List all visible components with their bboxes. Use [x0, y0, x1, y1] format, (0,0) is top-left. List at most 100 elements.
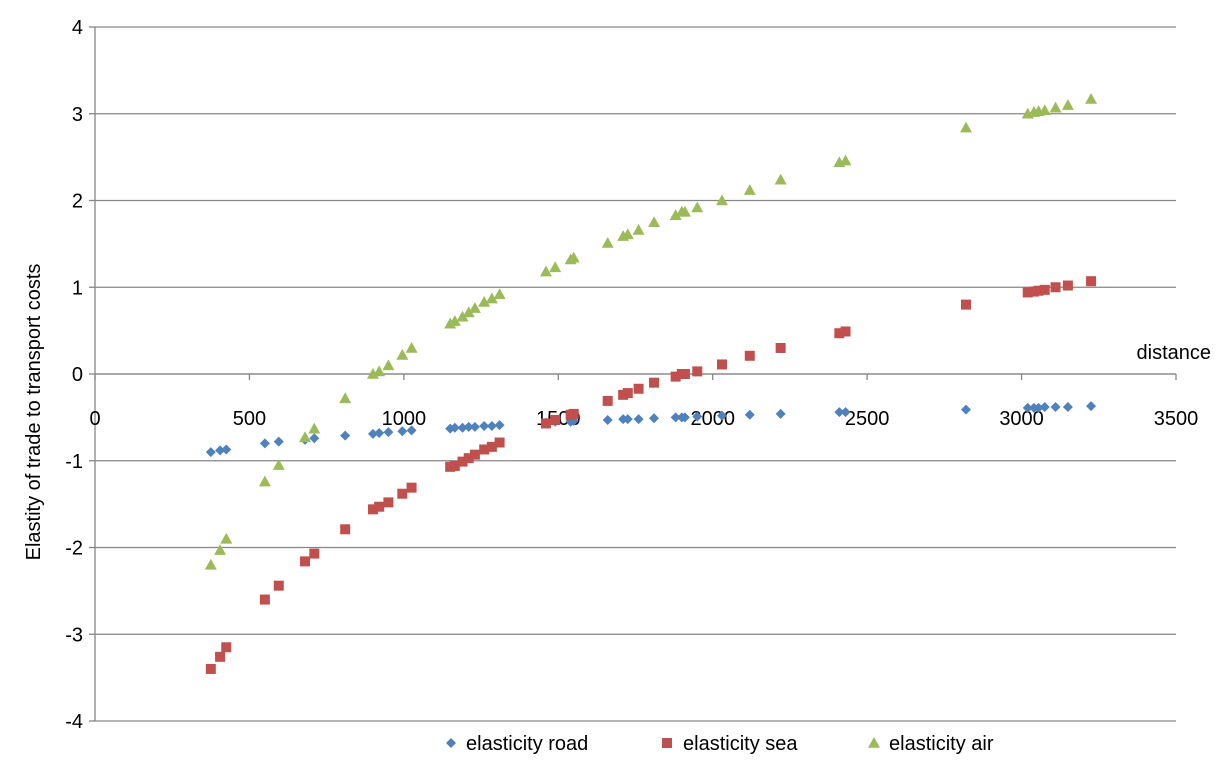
y-tick-label: 4 [72, 17, 83, 39]
data-point-triangle [691, 201, 704, 213]
data-point-triangle [959, 121, 972, 133]
data-point-triangle [601, 237, 614, 248]
data-point-diamond [406, 425, 417, 436]
data-point-square [1022, 287, 1033, 298]
data-point-diamond [367, 428, 378, 439]
y-tick-label: -3 [65, 624, 83, 646]
data-point-square [1039, 284, 1050, 295]
data-point-square [716, 359, 727, 370]
data-point-square [1050, 282, 1061, 293]
data-point-diamond [486, 421, 497, 432]
data-point-triangle [456, 310, 469, 322]
data-point-triangle [308, 422, 321, 434]
data-point-diamond [469, 421, 480, 432]
data-point-diamond [834, 407, 845, 418]
y-tick-label: 0 [72, 364, 83, 386]
data-point-square [568, 408, 579, 419]
data-point-square [486, 441, 497, 452]
data-point-triangle [485, 292, 498, 304]
y-tick-label: -2 [65, 538, 83, 560]
data-point-triangle [396, 348, 409, 360]
data-point-diamond [840, 407, 851, 418]
data-point-diamond [670, 412, 681, 423]
y-tick-label: -1 [65, 451, 83, 473]
data-point-square [960, 299, 971, 310]
data-point-diamond [457, 422, 468, 433]
data-point-triangle [648, 216, 661, 227]
data-point-diamond [273, 436, 284, 447]
data-point-diamond [479, 421, 490, 432]
data-point-diamond [744, 409, 755, 420]
data-point-square [649, 377, 660, 388]
data-point-triangle [468, 302, 481, 313]
data-point-triangle [299, 431, 312, 443]
data-point-triangle [743, 184, 756, 195]
data-point-triangle [339, 392, 352, 404]
data-point-square [602, 395, 613, 406]
legend: elasticity road elasticity sea elasticity … [446, 733, 994, 755]
data-point-diamond [679, 412, 690, 423]
x-tick-label: 2500 [845, 408, 890, 430]
data-point-diamond [633, 414, 644, 425]
series-elasticity-sea [205, 276, 1097, 674]
legend-item: elasticity air [868, 733, 994, 755]
data-point-triangle [258, 475, 271, 487]
data-point-diamond [1062, 401, 1073, 412]
y-axis-title: Elastity of trade to transport costs [23, 264, 45, 561]
points-layer [204, 93, 1098, 674]
data-point-diamond [463, 421, 474, 432]
legend-marker-triangle [868, 737, 880, 748]
data-point-diamond [1086, 401, 1097, 412]
data-point-square [840, 326, 851, 337]
data-point-diamond [340, 430, 351, 441]
data-point-triangle [567, 251, 580, 263]
data-point-diamond [494, 420, 505, 431]
data-point-square [494, 437, 505, 448]
y-tick-label: 2 [72, 191, 83, 213]
data-point-triangle [1061, 99, 1074, 110]
data-point-diamond [692, 411, 703, 422]
data-point-square [367, 504, 378, 515]
data-point-square [469, 449, 480, 460]
data-point-square [406, 482, 417, 493]
series-elasticity-road [205, 401, 1097, 458]
x-tick-label: 3000 [999, 408, 1044, 430]
data-point-square [633, 383, 644, 394]
data-point-square [300, 556, 311, 567]
data-point-square [744, 350, 755, 361]
y-tick-label: 3 [72, 104, 83, 126]
series-elasticity-air [204, 93, 1098, 570]
legend-label: elasticity sea [683, 733, 798, 755]
data-point-triangle [715, 194, 728, 206]
data-point-triangle [478, 295, 491, 307]
data-point-diamond [259, 438, 270, 449]
data-point-square [309, 548, 320, 559]
data-point-triangle [1038, 104, 1051, 116]
data-point-triangle [448, 315, 461, 326]
data-point-diamond [221, 444, 232, 455]
data-point-triangle [204, 558, 217, 570]
data-point-diamond [622, 414, 633, 425]
data-point-diamond [960, 404, 971, 415]
data-point-square [1033, 285, 1044, 296]
data-point-square [622, 388, 633, 399]
legend-marker-square [662, 738, 672, 748]
data-point-diamond [1033, 402, 1044, 413]
data-point-square [463, 453, 474, 464]
data-point-diamond [602, 414, 613, 425]
data-point-diamond [449, 422, 460, 433]
legend-marker-diamond [446, 738, 456, 748]
data-point-triangle [669, 209, 682, 221]
data-point-square [340, 524, 351, 535]
data-point-triangle [549, 261, 562, 273]
data-point-square [679, 369, 690, 379]
data-point-triangle [774, 173, 787, 185]
data-point-square [775, 342, 786, 353]
legend-label: elasticity road [466, 733, 588, 755]
data-point-diamond [1050, 401, 1061, 412]
data-point-square [383, 497, 394, 508]
data-point-diamond [649, 413, 660, 424]
legend-item: elasticity sea [662, 733, 798, 755]
data-point-triangle [678, 205, 691, 217]
